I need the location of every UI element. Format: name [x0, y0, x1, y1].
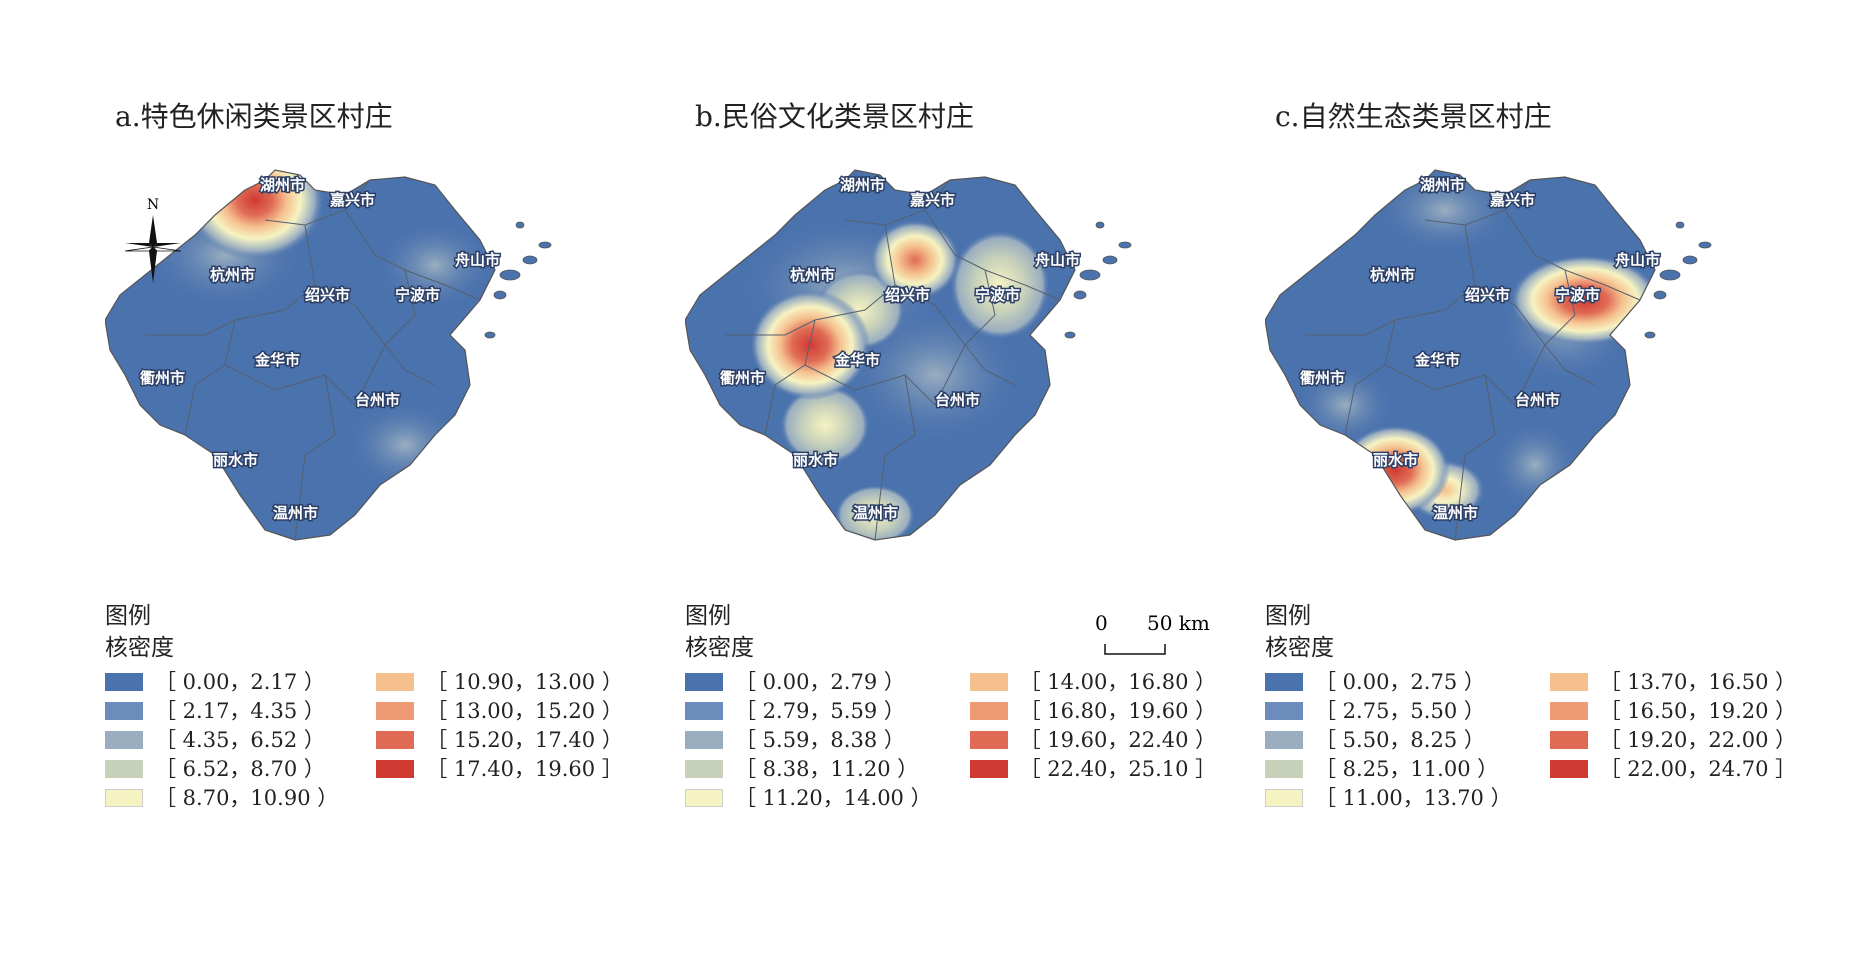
- legend-item: ［ 6.52，8.70 ）: [105, 757, 338, 781]
- city-label: 舟山市: [455, 251, 500, 269]
- legend-item: ［ 8.25，11.00 ）: [1265, 757, 1512, 781]
- legend-item: ［ 22.00，24.70 ］: [1549, 757, 1796, 781]
- city-label: 湖州市: [1420, 176, 1465, 194]
- legend-item: ［ 0.00，2.17 ）: [105, 670, 338, 694]
- legend-item: ［ 11.00，13.70 ）: [1265, 786, 1512, 810]
- legend-item: ［ 5.50，8.25 ）: [1265, 728, 1512, 752]
- city-label: 丽水市: [213, 451, 258, 469]
- city-label: 温州市: [853, 504, 898, 522]
- legend: 图例 核密度 ［ 0.00，2.79 ） ［ 2.79，5.59 ） ［ 5.5…: [685, 600, 1245, 810]
- panel-title: a.特色休闲类景区村庄: [115, 100, 393, 133]
- density-hotspot: [1340, 425, 1450, 515]
- legend-item: ［ 19.20，22.00 ）: [1549, 728, 1796, 752]
- legend-item: ［ 17.40，19.60 ］: [376, 757, 623, 781]
- legend-item: ［ 10.90，13.00 ）: [376, 670, 623, 694]
- city-label: 杭州市: [210, 266, 255, 284]
- legend-item: ［ 5.59，8.38 ）: [685, 728, 932, 752]
- density-hotspot: [185, 170, 325, 260]
- legend-subtitle: 核密度: [1265, 635, 1334, 661]
- legend-item: ［ 13.70，16.50 ）: [1549, 670, 1796, 694]
- city-label: 绍兴市: [305, 286, 350, 304]
- legend-title: 图例: [105, 603, 151, 629]
- density-hotspot: [950, 230, 1050, 340]
- legend-item: ［ 13.00，15.20 ）: [376, 699, 623, 723]
- legend-item: ［ 2.17，4.35 ）: [105, 699, 338, 723]
- city-label: 台州市: [355, 391, 400, 409]
- city-label: 金华市: [1414, 351, 1460, 369]
- map-panel-c: 湖州市 嘉兴市 杭州市 绍兴市 宁波市 舟山市 衢州市 金华市 台州市 丽水市 …: [1265, 169, 1712, 541]
- legend-item: ［ 2.75，5.50 ）: [1265, 699, 1512, 723]
- density-blob: [375, 220, 495, 310]
- legend: 图例 核密度 ［ 0.00，2.17 ） ［ 2.17，4.35 ） ［ 4.3…: [105, 600, 665, 810]
- panel-a: a.特色休闲类景区村庄 湖州市: [105, 95, 705, 855]
- legend-item: ［ 8.70，10.90 ）: [105, 786, 338, 810]
- city-label: 温州市: [1433, 504, 1478, 522]
- legend-item: ［ 22.40，25.10 ］: [969, 757, 1216, 781]
- legend-item: ［ 16.80，19.60 ）: [969, 699, 1216, 723]
- city-label: 湖州市: [840, 176, 885, 194]
- islands: [484, 221, 552, 339]
- legend-item: ［ 8.38，11.20 ）: [685, 757, 932, 781]
- city-label: 宁波市: [395, 286, 440, 304]
- legend-subtitle: 核密度: [685, 635, 754, 661]
- province-outline: [105, 169, 496, 541]
- density-hotspot: [750, 290, 870, 400]
- city-label: 宁波市: [975, 286, 1020, 304]
- city-label: 舟山市: [1035, 251, 1080, 269]
- svg-text:50 km: 50 km: [1147, 611, 1210, 635]
- legend-item: ［ 16.50，19.20 ）: [1549, 699, 1796, 723]
- city-label: 金华市: [834, 351, 880, 369]
- legend-subtitle: 核密度: [105, 635, 174, 661]
- legend-item: ［ 11.20，14.00 ）: [685, 786, 932, 810]
- north-arrow-icon: N: [124, 197, 182, 283]
- city-label: 绍兴市: [1465, 286, 1510, 304]
- city-label: 嘉兴市: [1489, 191, 1535, 209]
- city-label: 丽水市: [1373, 451, 1418, 469]
- city-label: 台州市: [935, 391, 980, 409]
- legend-item: ［ 0.00，2.75 ）: [1265, 670, 1512, 694]
- city-label: 舟山市: [1615, 251, 1660, 269]
- panel-b: b.民俗文化类景区村庄: [685, 95, 1285, 855]
- city-label: 湖州市: [260, 176, 305, 194]
- legend-item: ［ 4.35，6.52 ）: [105, 728, 338, 752]
- city-label: 宁波市: [1555, 286, 1600, 304]
- svg-text:N: N: [147, 197, 159, 213]
- panel-title: b.民俗文化类景区村庄: [695, 100, 974, 133]
- panel-title: c.自然生态类景区村庄: [1275, 100, 1552, 133]
- legend-item: ［ 19.60，22.40 ）: [969, 728, 1216, 752]
- map-panel-a: 湖州市 嘉兴市 杭州市 绍兴市 宁波市 舟山市 衢州市 金华市 台州市 丽水市 …: [105, 169, 552, 541]
- panel-c: c.自然生态类景区村庄: [1265, 95, 1860, 855]
- legend-title: 图例: [1265, 603, 1311, 629]
- legend-item: ［ 14.00，16.80 ）: [969, 670, 1216, 694]
- density-hotspot: [870, 220, 960, 300]
- city-label: 丽水市: [793, 451, 838, 469]
- legend-item: ［ 2.79，5.59 ）: [685, 699, 932, 723]
- density-blob: [345, 400, 465, 490]
- city-label: 金华市: [254, 351, 300, 369]
- city-label: 嘉兴市: [909, 191, 955, 209]
- city-label: 衢州市: [1300, 369, 1345, 387]
- legend: 图例 核密度 ［ 0.00，2.75 ） ［ 2.75，5.50 ） ［ 5.5…: [1265, 600, 1825, 810]
- legend-item: ［ 15.20，17.40 ）: [376, 728, 623, 752]
- legend-item: ［ 0.00，2.79 ）: [685, 670, 932, 694]
- city-label: 衢州市: [140, 369, 185, 387]
- city-label: 杭州市: [1370, 266, 1415, 284]
- city-label: 温州市: [273, 504, 318, 522]
- legend-title: 图例: [685, 603, 731, 629]
- map-panel-b: 湖州市 嘉兴市 杭州市 绍兴市 宁波市 舟山市 衢州市 金华市 台州市 丽水市 …: [685, 169, 1132, 541]
- city-label: 嘉兴市: [329, 191, 375, 209]
- city-label: 绍兴市: [885, 286, 930, 304]
- city-label: 衢州市: [720, 369, 765, 387]
- city-boundaries: [145, 179, 481, 541]
- city-label: 台州市: [1515, 391, 1560, 409]
- svg-text:0: 0: [1095, 611, 1108, 635]
- scale-bar: 0 50 km: [1095, 611, 1210, 655]
- city-label: 杭州市: [790, 266, 835, 284]
